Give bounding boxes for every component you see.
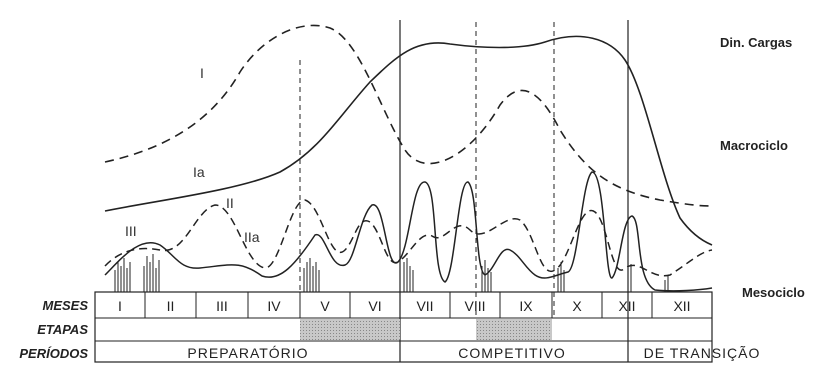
curve-label-I: I [200,65,204,81]
curve-II-dashed [104,199,713,277]
period-transicao: DE TRANSIÇÃO [644,345,761,361]
month-label: IX [519,298,533,314]
row-label-periodos: PERÍODOS [19,346,88,361]
period-competitivo: COMPETITIVO [458,345,565,361]
row-label-meses: MESES [42,298,88,313]
curve-label-II: II [226,195,234,211]
curve-label-III: III [125,223,137,239]
period-preparatorio: PREPARATÓRIO [187,345,308,361]
month-label: I [118,298,122,314]
curve-IIa-solid [104,171,713,292]
month-label: II [167,298,175,314]
month-label: VIII [464,298,485,314]
month-label: XII [673,298,690,314]
curve-label-IIa: IIa [244,229,260,245]
month-label: VI [368,298,381,314]
month-label: XII [618,298,635,314]
month-label: III [216,298,228,314]
month-label: IV [267,298,281,314]
row-label-etapas: ETAPAS [37,322,88,337]
label-mesociclo: Mesociclo [742,285,805,300]
curve-I-dashed [104,24,713,207]
stage-block-2 [476,319,552,340]
curve-Ia-solid [104,35,713,246]
month-label: X [572,298,582,314]
label-macrociclo: Macrociclo [720,138,788,153]
load-ticks [114,254,669,292]
schedule-table: I II III IV V VI VII VIII IX X XII XII [94,291,713,363]
month-label: VII [416,298,433,314]
month-label: V [320,298,330,314]
curve-label-Ia: Ia [193,164,205,180]
label-din-cargas: Din. Cargas [720,35,792,50]
stage-block-1 [300,319,400,340]
